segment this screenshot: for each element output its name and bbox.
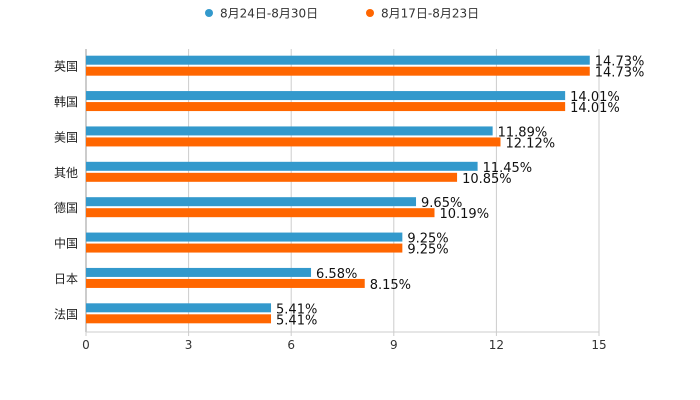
x-tick-label: 3 (185, 338, 193, 352)
bar (86, 314, 272, 324)
data-label: 14.73% (595, 66, 645, 81)
bar (86, 303, 272, 313)
data-label: 8.15% (370, 278, 411, 293)
legend-marker (205, 9, 213, 17)
data-label: 11.45% (483, 161, 533, 176)
bar (86, 208, 435, 218)
data-label: 10.19% (439, 207, 489, 222)
category-label: 韩国 (54, 94, 78, 109)
x-tick-label: 6 (287, 338, 295, 352)
bar (86, 66, 590, 76)
bar (86, 91, 566, 101)
data-label: 14.73% (595, 55, 645, 70)
data-label: 9.25% (407, 243, 448, 258)
bar (86, 232, 403, 242)
data-label: 5.41% (276, 313, 317, 328)
x-tick-label: 12 (489, 338, 504, 352)
category-label: 日本 (54, 272, 78, 286)
data-label: 14.01% (570, 101, 620, 116)
bar (86, 137, 501, 147)
data-label: 9.25% (407, 232, 448, 247)
bars (86, 55, 590, 324)
category-label: 其他 (54, 166, 78, 180)
legend-label: 8月24日-8月30日 (220, 7, 318, 21)
data-label: 10.85% (462, 172, 512, 187)
bar (86, 172, 458, 182)
legend: 8月24日-8月30日 8月17日-8月23日 (205, 7, 479, 21)
legend-marker (366, 9, 374, 17)
bar (86, 278, 365, 288)
category-label: 中国 (54, 236, 78, 251)
data-label: 12.12% (506, 136, 556, 151)
data-labels: 14.73%14.73% 14.01%14.01% 11.89%12.12% 11.4… (276, 55, 644, 329)
data-label: 6.58% (316, 267, 357, 282)
data-label: 14.01% (570, 90, 620, 105)
data-label: 9.65% (421, 196, 462, 211)
x-tick-label: 0 (82, 338, 90, 352)
bar (86, 243, 403, 253)
data-label: 5.41% (276, 302, 317, 317)
x-tick-label: 15 (591, 338, 606, 352)
data-label: 11.89% (498, 125, 548, 140)
category-label: 德国 (54, 200, 78, 215)
bar (86, 55, 590, 65)
bar (86, 102, 566, 112)
category-label: 英国 (54, 60, 78, 74)
bar (86, 126, 493, 136)
bar (86, 161, 478, 171)
x-tick-label: 9 (390, 338, 398, 352)
bar (86, 267, 312, 277)
category-label: 美国 (54, 130, 78, 144)
legend-label: 8月17日-8月23日 (381, 7, 479, 21)
bar (86, 197, 417, 207)
category-label: 法国 (54, 307, 78, 321)
